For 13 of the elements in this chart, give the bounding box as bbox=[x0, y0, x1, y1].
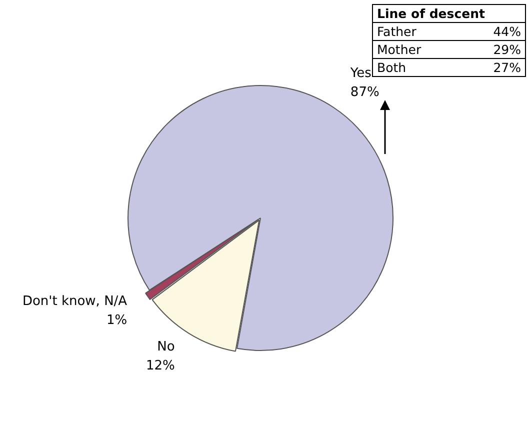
text: 29% bbox=[493, 42, 521, 57]
slice-label: Don't know, N/A bbox=[22, 294, 128, 310]
data-label: 12% bbox=[146, 358, 175, 374]
text: 27% bbox=[493, 60, 521, 75]
data-label: 1% bbox=[106, 313, 128, 328]
text: Line of descent bbox=[373, 5, 525, 23]
text: 44% bbox=[493, 24, 521, 39]
slice-label: Yes bbox=[349, 66, 372, 82]
data-label: 87% bbox=[350, 85, 380, 100]
category-label: Mother bbox=[377, 42, 422, 57]
slice-label: No bbox=[157, 339, 175, 354]
category-label: Both bbox=[377, 60, 406, 75]
category-label: Father bbox=[377, 24, 416, 39]
